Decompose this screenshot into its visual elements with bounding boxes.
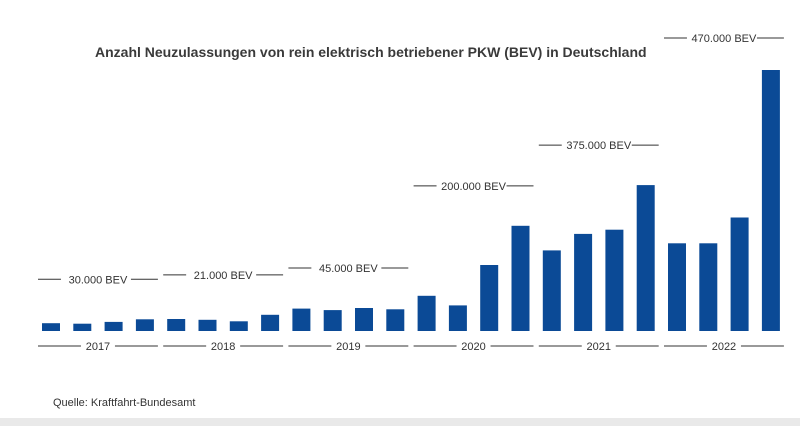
bar-2 <box>104 321 123 331</box>
year-label-2018: 2018 <box>211 341 235 353</box>
total-label-2021: 375.000 BEV <box>566 140 631 152</box>
year-label-2022: 2022 <box>712 341 736 353</box>
total-label-2022: 470.000 BEV <box>692 33 757 45</box>
bar-17 <box>574 233 593 331</box>
bar-9 <box>323 310 342 331</box>
chart-title: Anzahl Neuzulassungen von rein elektrisc… <box>95 44 647 60</box>
total-label-2020: 200.000 BEV <box>441 181 506 193</box>
bar-19 <box>636 185 655 331</box>
year-label-2021: 2021 <box>587 341 611 353</box>
total-label-2017: 30.000 BEV <box>69 274 128 286</box>
total-label-2019: 45.000 BEV <box>319 263 378 275</box>
bar-3 <box>135 319 154 331</box>
bar-7 <box>261 314 280 331</box>
bar-20 <box>668 243 686 331</box>
bar-13 <box>448 305 467 331</box>
bar-22 <box>730 217 749 331</box>
bar-11 <box>386 309 405 331</box>
bar-18 <box>605 229 624 331</box>
total-label-2018: 21.000 BEV <box>194 270 253 282</box>
bar-23 <box>761 70 780 331</box>
bar-12 <box>417 295 436 331</box>
bar-0 <box>42 323 60 331</box>
year-label-2017: 2017 <box>86 341 110 353</box>
year-label-2019: 2019 <box>336 341 360 353</box>
bar-16 <box>542 250 561 331</box>
footer-rule <box>0 418 800 426</box>
bar-21 <box>699 243 718 331</box>
bar-4 <box>167 319 186 331</box>
bar-5 <box>198 319 217 331</box>
year-label-2020: 2020 <box>461 341 485 353</box>
bar-1 <box>73 323 92 331</box>
source-note: Quelle: Kraftfahrt-Bundesamt <box>53 397 196 409</box>
bar-10 <box>355 308 373 331</box>
bar-15 <box>511 225 530 331</box>
bar-6 <box>229 321 248 331</box>
bar-14 <box>480 265 499 331</box>
bar-8 <box>292 308 311 331</box>
